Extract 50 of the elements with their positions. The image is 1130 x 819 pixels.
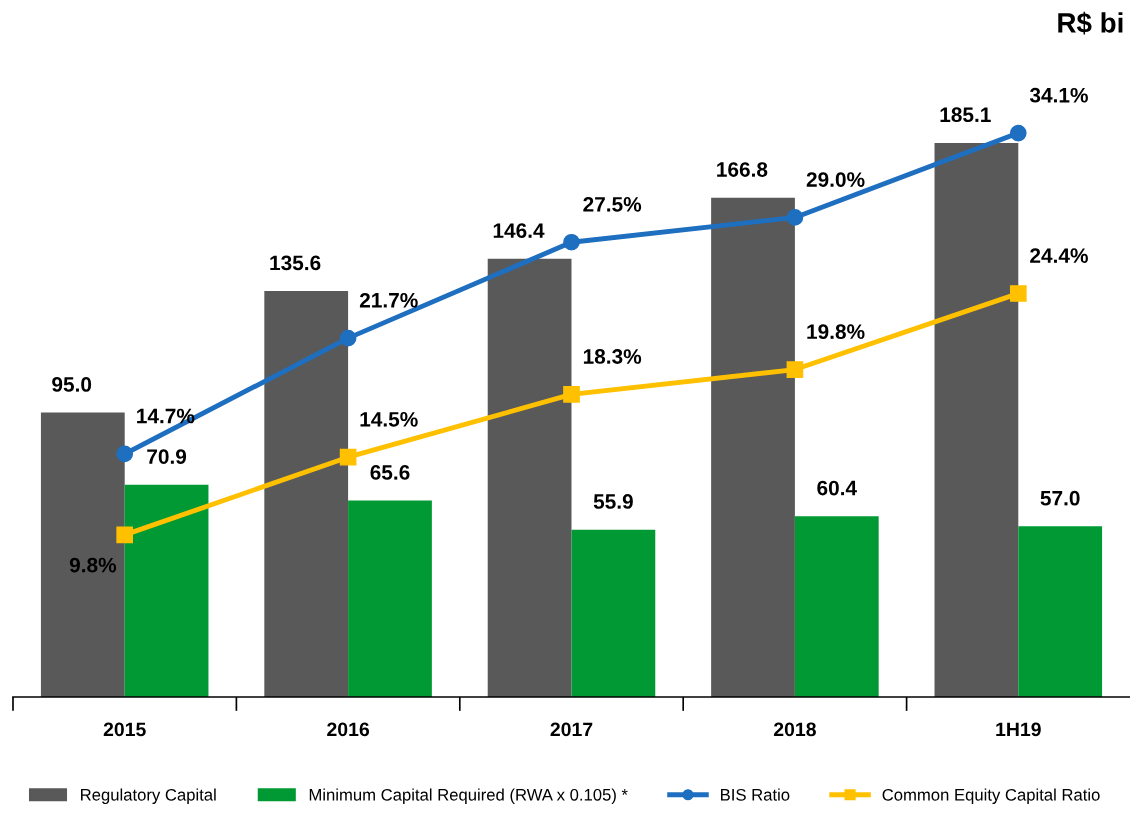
bar: [264, 291, 349, 697]
data-label: 34.1%: [1029, 87, 1088, 103]
bar: [711, 197, 795, 697]
legend-label: Common Equity Capital Ratio: [882, 788, 1100, 804]
legend-label: Regulatory Capital: [81, 788, 216, 804]
bar: [571, 529, 656, 697]
bar: [487, 258, 572, 697]
point: [116, 445, 134, 463]
data-label: 18.3%: [583, 349, 642, 364]
bar: [1018, 526, 1103, 697]
data-label: 29.0%: [806, 172, 865, 187]
data-label: 166.8: [717, 162, 768, 177]
data-label: 146.4: [493, 223, 545, 238]
point: [116, 526, 134, 544]
bar: [124, 484, 209, 697]
legend-label: BIS Ratio: [721, 788, 790, 801]
data-label: 14.5%: [360, 411, 418, 427]
data-label: 65.6: [370, 465, 410, 480]
data-label: 19.8%: [807, 324, 865, 340]
point: [339, 329, 357, 347]
x-tick-label: 2015: [103, 722, 146, 737]
data-label: 95.0: [52, 377, 92, 392]
data-label: 57.0: [1040, 490, 1080, 506]
data-label: 55.9: [593, 494, 633, 509]
point: [339, 448, 357, 466]
x-tick-label: 2016: [327, 722, 370, 737]
point: [786, 209, 804, 226]
point: [786, 361, 804, 378]
data-label: 9.8%: [69, 557, 117, 573]
bar: [348, 500, 432, 697]
text: R$ bi: [1058, 11, 1123, 35]
data-label: 185.1: [940, 107, 991, 123]
point: [1009, 124, 1027, 142]
x-tick-label: 1H19: [996, 722, 1041, 737]
bar: [40, 412, 125, 697]
legend-label: Minimum Capital Required (RWA x 0.105) *: [309, 788, 628, 804]
data-label: 27.5%: [583, 196, 642, 212]
data-label: 14.7%: [137, 408, 195, 424]
bar: [794, 516, 879, 697]
point: [1009, 285, 1027, 302]
data-label: 21.7%: [359, 292, 418, 308]
data-label: 135.6: [270, 255, 321, 271]
bar: [934, 142, 1019, 697]
data-label: 24.4%: [1030, 248, 1088, 263]
data-label: 70.9: [147, 449, 187, 464]
x-tick-label: 2017: [550, 722, 593, 737]
point: [563, 386, 580, 403]
data-label: 60.4: [817, 480, 857, 496]
point: [563, 233, 580, 251]
x-tick-label: 2018: [773, 722, 816, 737]
